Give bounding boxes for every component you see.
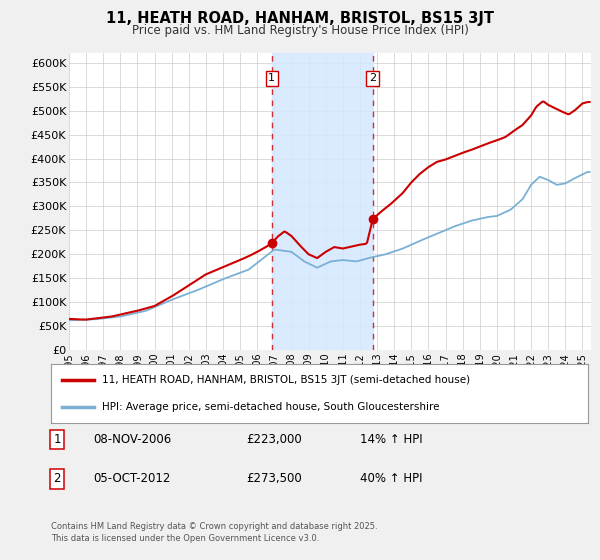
- Text: 05-OCT-2012: 05-OCT-2012: [93, 472, 170, 486]
- Text: 11, HEATH ROAD, HANHAM, BRISTOL, BS15 3JT (semi-detached house): 11, HEATH ROAD, HANHAM, BRISTOL, BS15 3J…: [102, 375, 470, 385]
- Text: 14% ↑ HPI: 14% ↑ HPI: [360, 433, 422, 446]
- Text: £223,000: £223,000: [246, 433, 302, 446]
- Text: 2: 2: [369, 73, 376, 83]
- Text: 1: 1: [268, 73, 275, 83]
- Text: 08-NOV-2006: 08-NOV-2006: [93, 433, 171, 446]
- Text: 11, HEATH ROAD, HANHAM, BRISTOL, BS15 3JT: 11, HEATH ROAD, HANHAM, BRISTOL, BS15 3J…: [106, 11, 494, 26]
- Text: 40% ↑ HPI: 40% ↑ HPI: [360, 472, 422, 486]
- Text: 2: 2: [53, 472, 61, 486]
- Bar: [272, 53, 373, 350]
- Text: HPI: Average price, semi-detached house, South Gloucestershire: HPI: Average price, semi-detached house,…: [102, 402, 440, 412]
- Text: Contains HM Land Registry data © Crown copyright and database right 2025.
This d: Contains HM Land Registry data © Crown c…: [51, 522, 377, 543]
- Text: Price paid vs. HM Land Registry's House Price Index (HPI): Price paid vs. HM Land Registry's House …: [131, 24, 469, 36]
- Text: £273,500: £273,500: [246, 472, 302, 486]
- Text: 1: 1: [53, 433, 61, 446]
